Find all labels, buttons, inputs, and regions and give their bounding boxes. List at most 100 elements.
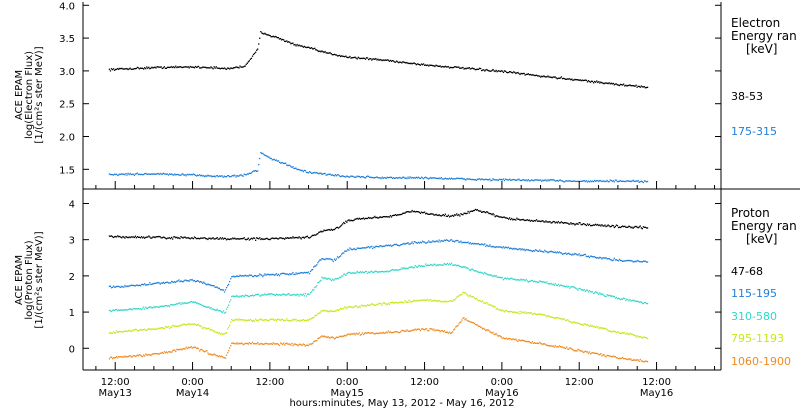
proton-data-point bbox=[247, 295, 249, 297]
electron-data-point bbox=[632, 85, 634, 87]
proton-data-point bbox=[360, 333, 362, 336]
proton-data-point bbox=[579, 222, 581, 224]
proton-data-point bbox=[511, 277, 513, 279]
proton-data-point bbox=[344, 334, 346, 336]
proton-data-point bbox=[398, 302, 400, 304]
proton-data-point bbox=[187, 302, 189, 304]
electron-data-point bbox=[317, 50, 319, 52]
proton-data-point bbox=[598, 327, 600, 330]
electron-data-point bbox=[349, 176, 351, 178]
electron-data-point bbox=[233, 67, 235, 69]
proton-data-point bbox=[618, 332, 621, 334]
proton-data-point bbox=[301, 272, 303, 274]
electron-data-point bbox=[573, 180, 575, 182]
electron-data-point bbox=[201, 174, 203, 176]
proton-data-point bbox=[560, 221, 563, 223]
proton-data-point bbox=[575, 287, 577, 289]
electron-data-point bbox=[594, 179, 596, 182]
proton-data-point bbox=[285, 237, 287, 239]
electron-data-point bbox=[328, 173, 330, 176]
proton-data-point bbox=[455, 298, 457, 300]
proton-data-point bbox=[162, 305, 164, 308]
proton-data-point bbox=[357, 247, 359, 249]
proton-data-point bbox=[283, 342, 285, 344]
electron-data-point bbox=[125, 172, 127, 175]
proton-data-point bbox=[312, 289, 314, 291]
proton-data-point bbox=[253, 275, 256, 277]
electron-data-point bbox=[318, 50, 320, 53]
electron-data-point bbox=[554, 180, 556, 182]
proton-data-point bbox=[243, 343, 245, 345]
proton-data-point bbox=[120, 330, 122, 333]
electron-data-point bbox=[142, 174, 144, 176]
proton-data-point bbox=[284, 273, 286, 275]
proton-data-point bbox=[172, 324, 174, 327]
proton-data-point bbox=[159, 236, 161, 238]
proton-data-point bbox=[482, 272, 484, 274]
electron-data-point bbox=[295, 167, 297, 169]
proton-data-point bbox=[120, 236, 122, 238]
electron-data-point bbox=[368, 175, 370, 178]
electron-data-point bbox=[589, 180, 592, 182]
proton-data-point bbox=[324, 230, 326, 232]
electron-data-point bbox=[273, 36, 275, 38]
electron-data-point bbox=[621, 84, 623, 86]
proton-data-point bbox=[628, 225, 630, 227]
proton-data-point bbox=[512, 278, 514, 280]
proton-data-point bbox=[256, 275, 258, 278]
proton-data-point bbox=[432, 265, 434, 267]
proton-data-point bbox=[219, 288, 221, 291]
proton-data-point bbox=[595, 223, 597, 225]
x-day-label: May15 bbox=[331, 388, 364, 399]
proton-data-point bbox=[275, 293, 277, 295]
proton-data-point bbox=[229, 301, 231, 303]
electron-data-point bbox=[446, 66, 449, 68]
proton-data-point bbox=[351, 307, 353, 309]
electron-data-point bbox=[193, 67, 196, 69]
electron-data-point bbox=[529, 73, 531, 76]
electron-data-point bbox=[190, 66, 192, 68]
proton-data-point bbox=[281, 237, 284, 240]
proton-data-point bbox=[454, 328, 456, 330]
electron-data-point bbox=[180, 174, 182, 176]
proton-data-point bbox=[278, 294, 281, 296]
proton-data-point bbox=[350, 219, 352, 221]
proton-data-point bbox=[504, 338, 507, 340]
proton-data-point bbox=[299, 320, 301, 322]
electron-data-point bbox=[601, 82, 603, 84]
proton-data-point bbox=[635, 336, 637, 338]
proton-data-point bbox=[543, 314, 545, 316]
electron-data-point bbox=[517, 71, 519, 74]
proton-data-point bbox=[159, 305, 161, 307]
electron-data-point bbox=[292, 166, 294, 168]
electron-data-point bbox=[383, 176, 385, 179]
electron-data-point bbox=[294, 167, 296, 169]
proton-data-point bbox=[258, 293, 260, 296]
proton-data-point bbox=[240, 296, 242, 298]
proton-data-point bbox=[634, 260, 636, 262]
proton-data-point bbox=[261, 238, 263, 240]
electron-data-point bbox=[196, 66, 199, 68]
proton-data-point bbox=[575, 322, 577, 324]
electron-data-point bbox=[135, 67, 137, 70]
electron-data-point bbox=[256, 49, 258, 51]
proton-data-point bbox=[465, 267, 467, 269]
proton-data-point bbox=[118, 331, 120, 333]
proton-data-point bbox=[183, 280, 185, 282]
proton-data-point bbox=[116, 308, 118, 311]
electron-data-point bbox=[271, 36, 273, 38]
proton-data-point bbox=[271, 273, 273, 276]
proton-data-point bbox=[442, 264, 444, 266]
proton-data-point bbox=[560, 346, 563, 348]
electron-data-point bbox=[200, 175, 202, 177]
proton-data-point bbox=[364, 247, 367, 249]
proton-data-point bbox=[125, 236, 127, 238]
proton-data-point bbox=[410, 211, 412, 213]
proton-data-point bbox=[499, 216, 501, 218]
electron-data-point bbox=[294, 43, 296, 46]
electron-data-point bbox=[312, 172, 314, 174]
electron-data-point bbox=[448, 177, 451, 179]
electron-data-point bbox=[473, 68, 475, 70]
electron-data-point bbox=[532, 180, 535, 182]
electron-data-point bbox=[182, 66, 184, 68]
